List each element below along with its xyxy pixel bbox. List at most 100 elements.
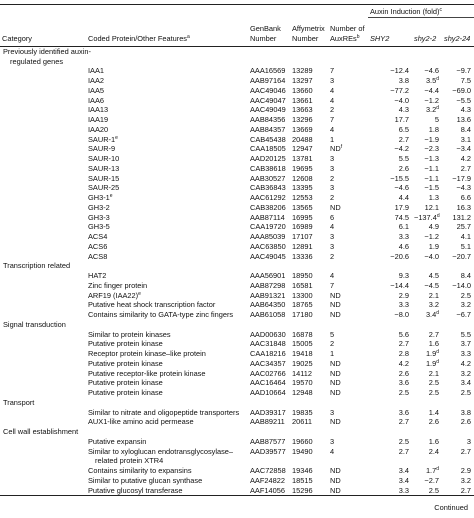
induction-cell: −69.0 xyxy=(452,85,471,95)
empty-cell xyxy=(0,447,86,467)
affymetrix-cell: 17107 xyxy=(292,232,313,241)
section-cell: Previously identified auxin-regulated ge… xyxy=(0,46,474,66)
induction-cell: 4.4 xyxy=(398,193,409,202)
affymetrix-cell: 13296 xyxy=(292,115,313,124)
induction-cell: 2.7 xyxy=(398,339,409,349)
genbank-cell: AAB84357 xyxy=(250,124,286,134)
induction-cell: 5.1 xyxy=(460,241,471,251)
protein-cell: Contains similarity to expansins xyxy=(88,466,192,475)
gene-row: Putative glucosyl transferase AAF14056 152… xyxy=(0,485,474,497)
gene-row: IAA20 AAB84357 13669 4 6.5 1.8 8.4 xyxy=(0,125,474,135)
footnote-mark: f xyxy=(340,144,343,151)
affymetrix-cell: 18765 xyxy=(292,300,313,310)
cell-text: 1.9 xyxy=(425,349,437,358)
induction-cell: −1.2 xyxy=(424,95,439,105)
empty-cell xyxy=(0,291,86,301)
induction-cell: −14.0 xyxy=(452,280,471,290)
genbank-cell: AAB91321 xyxy=(250,290,286,300)
auxres-cell: 2 xyxy=(330,173,335,183)
auxres-cell: ND xyxy=(330,475,341,485)
section-label: Previously identified auxin-regulated ge… xyxy=(3,46,91,66)
induction-cell: −9.7 xyxy=(456,66,471,76)
induction-cell: 2.6 xyxy=(398,368,409,378)
empty-cell xyxy=(0,281,86,291)
auxres-cell: ND xyxy=(330,290,341,300)
protein-cell: IAA1 xyxy=(88,66,105,76)
empty-cell xyxy=(0,193,86,203)
induction-cell: 13.6 xyxy=(456,115,471,124)
protein-cell: Putative glucosyl transferase xyxy=(86,485,248,497)
genbank-cell: AAC49047 xyxy=(250,95,286,105)
header-line: SHY2 xyxy=(368,17,412,47)
induction-cell: −1.1 xyxy=(424,163,439,173)
auxres-cell: ND xyxy=(330,378,341,388)
gene-row: Putative protein kinase AAC16464 19570 ND 3.… xyxy=(0,378,474,388)
section-row: Previously identified auxin-regulated ge… xyxy=(0,46,474,66)
gene-row: IAA13 AAC49049 13663 2 4.3 3.2d 4.3 xyxy=(0,105,474,115)
empty-cell xyxy=(0,310,86,320)
section-cell: Signal transduction xyxy=(0,320,474,330)
affymetrix-cell: 13565 xyxy=(292,202,313,212)
gene-row: Similar to xyloglucan endotransglycosyla… xyxy=(0,447,474,467)
auxres-cell: 3 xyxy=(330,436,335,446)
induction-cell: 2.5 xyxy=(398,436,409,446)
genbank-cell: AAB84356 xyxy=(250,115,286,124)
auxres-cell: 3 xyxy=(330,241,335,251)
protein-cell: Similar to putative glucan synthase xyxy=(88,475,203,485)
gene-row: Putative protein kinase AAC31848 15005 2 2.7… xyxy=(0,339,474,349)
induction-cell: 2.9 xyxy=(398,290,409,300)
induction-cell: 1.7d xyxy=(412,466,442,476)
protein-cell: Similar to nitrate and oligopeptide tran… xyxy=(88,407,240,417)
line-label: SHY2 xyxy=(370,34,390,43)
induction-cell: 3.3 xyxy=(460,349,471,358)
auxres-cell: 7 xyxy=(330,280,335,290)
affymetrix-cell: 13663 xyxy=(292,105,313,115)
affymetrix-cell: 19570 xyxy=(292,378,313,388)
genbank-cell: AAB30527 xyxy=(250,173,286,183)
empty-cell xyxy=(0,183,86,193)
induction-cell: −15.5 xyxy=(390,173,409,183)
empty-cell xyxy=(0,96,86,106)
protein-cell: GH3-5 xyxy=(88,222,110,232)
auxres-cell: 2 xyxy=(330,193,335,202)
genbank-cell: AAB87577 xyxy=(250,436,286,446)
induction-cell: −4.6 xyxy=(424,66,439,76)
protein-cell: SAUR-10 xyxy=(88,154,120,163)
protein-cell: IAA13 xyxy=(88,105,109,115)
induction-cell: 6.1 xyxy=(398,222,409,232)
gene-row: SAUR-9 CAA18505 12947 NDf −4.2 −2.3 −3.4 xyxy=(0,144,474,154)
genbank-cell: AAC72858 xyxy=(250,466,286,475)
empty-cell xyxy=(0,252,86,262)
empty-cell xyxy=(0,300,86,310)
empty-cell xyxy=(0,86,86,96)
induction-cell: 3.8 xyxy=(460,407,471,417)
affymetrix-cell: 19660 xyxy=(292,436,313,446)
affymetrix-cell: 19490 xyxy=(292,446,313,456)
induction-cell: −4.3 xyxy=(456,183,471,193)
auxres-cell: 3 xyxy=(330,232,335,241)
induction-cell: −1.1 xyxy=(424,173,439,183)
induction-cell: 17.7 xyxy=(394,115,409,124)
footnote-mark: d xyxy=(436,212,440,219)
induction-cell: 3.2 xyxy=(460,475,471,485)
auxres-cell: ND xyxy=(330,310,341,319)
affymetrix-cell: 17180 xyxy=(292,310,313,319)
induction-cell: 4.6 xyxy=(398,241,409,251)
induction-cell: 2.6 xyxy=(460,417,471,427)
induction-cell: 1.9d xyxy=(412,349,442,359)
gene-row: Putative protein kinase AAC34357 19025 ND 4.… xyxy=(0,359,474,369)
cell-text: 3.4 xyxy=(425,310,437,319)
protein-cell: IAA20 xyxy=(88,124,109,134)
induction-cell: 2.6 xyxy=(398,163,409,173)
protein-cell: Putative protein kinase xyxy=(88,358,163,368)
affymetrix-cell: 14112 xyxy=(292,368,313,378)
empty-cell xyxy=(0,203,86,213)
induction-cell: 3.4 xyxy=(460,378,471,388)
genbank-cell: AAB64350 xyxy=(250,300,286,310)
induction-cell: −17.9 xyxy=(452,173,471,183)
induction-cell: 2.5 xyxy=(398,388,409,397)
cell-text: GH3-1 xyxy=(88,193,110,202)
induction-cell: 2.5 xyxy=(428,388,439,397)
induction-cell: 2.1 xyxy=(428,290,439,300)
genbank-cell: CAB36843 xyxy=(250,183,286,193)
